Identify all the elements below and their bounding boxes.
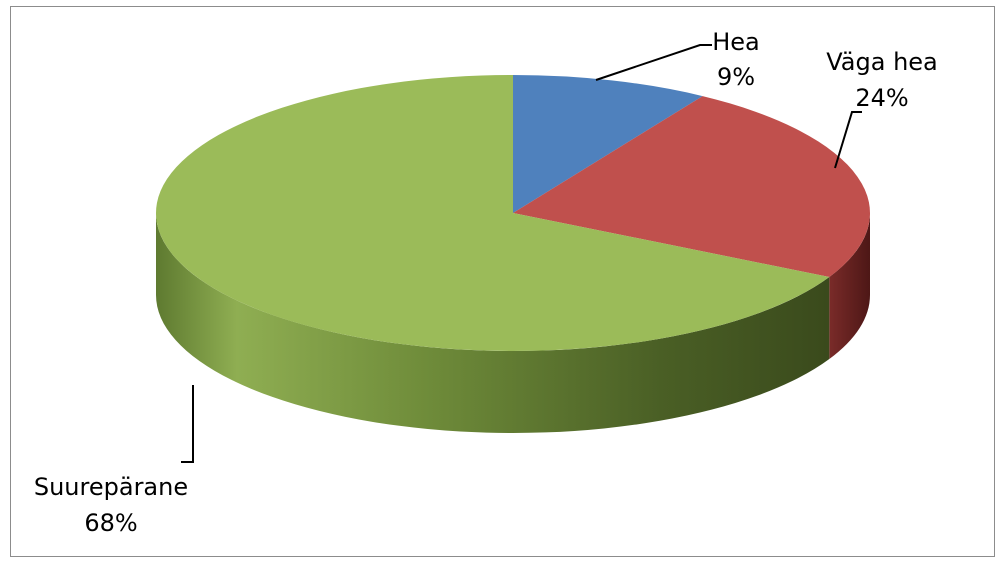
slice-label-suureparane: Suurepärane xyxy=(34,473,188,501)
slice-label-vaga-hea: Väga hea xyxy=(826,48,938,76)
slice-percent-hea: 9% xyxy=(717,63,755,91)
slice-hea xyxy=(513,75,703,213)
slice-percent-suureparane: 68% xyxy=(84,509,137,537)
slice-side-suureparane xyxy=(156,213,830,433)
slice-side-vaga-hea xyxy=(829,213,870,359)
slice-percent-vaga-hea: 24% xyxy=(855,84,908,112)
leader-line-vaga-hea xyxy=(834,111,862,169)
slice-suureparane xyxy=(156,75,830,351)
slice-vaga-hea xyxy=(513,96,870,277)
leader-line-hea xyxy=(595,44,712,81)
slice-label-hea: Hea xyxy=(712,28,760,56)
leader-line-suureparane xyxy=(181,385,194,463)
chart-border xyxy=(10,6,995,557)
